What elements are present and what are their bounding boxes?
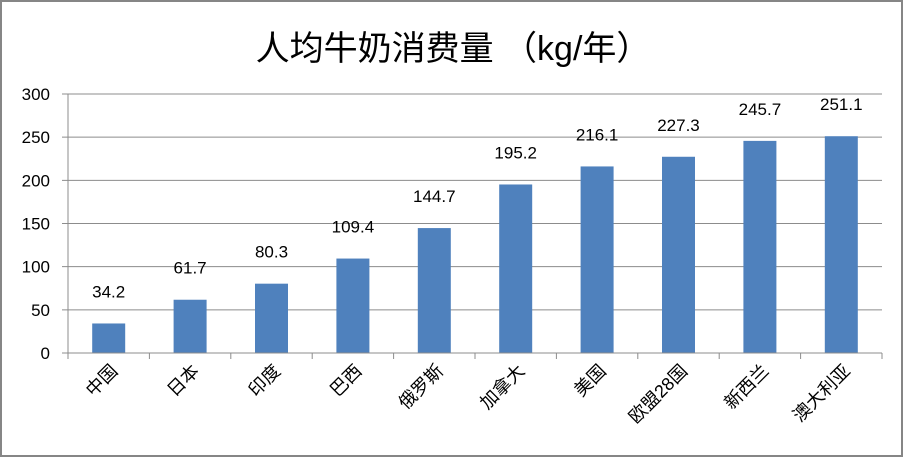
x-tick-label: 新西兰 — [720, 361, 772, 413]
x-tick-label: 美国 — [570, 361, 610, 401]
x-tick-label: 澳大利亚 — [789, 361, 854, 426]
y-tick-label: 100 — [22, 258, 50, 277]
x-tick-label: 中国 — [82, 361, 122, 401]
data-label: 227.3 — [657, 116, 700, 135]
data-label: 245.7 — [739, 100, 782, 119]
bar-6 — [580, 166, 614, 353]
x-tick-label: 加拿大 — [475, 360, 528, 413]
data-label: 195.2 — [494, 143, 537, 162]
data-label: 61.7 — [174, 259, 207, 278]
x-tick-label: 印度 — [245, 361, 285, 401]
x-tick-label: 欧盟28国 — [625, 361, 691, 427]
bar-1 — [173, 299, 207, 353]
bar-9 — [824, 136, 858, 353]
y-tick-label: 300 — [22, 85, 50, 104]
bar-3 — [336, 258, 370, 353]
x-tick-label: 俄罗斯 — [395, 361, 447, 413]
bar-4 — [417, 228, 451, 353]
y-tick-label: 150 — [22, 215, 50, 234]
y-tick-label: 250 — [22, 128, 50, 147]
data-label: 80.3 — [255, 243, 288, 262]
y-tick-label: 200 — [22, 171, 50, 190]
bar-5 — [499, 184, 533, 353]
bar-2 — [255, 283, 288, 353]
data-label: 34.2 — [92, 282, 125, 301]
x-tick-label: 日本 — [163, 361, 203, 401]
bar-8 — [743, 140, 777, 353]
y-tick-label: 50 — [31, 301, 50, 320]
x-tick-label: 巴西 — [326, 361, 366, 401]
data-label: 251.1 — [820, 95, 863, 114]
bar-0 — [92, 323, 126, 353]
data-label: 216.1 — [576, 125, 619, 144]
bar-7 — [662, 156, 695, 353]
data-label: 144.7 — [413, 187, 456, 206]
y-tick-label: 0 — [41, 344, 50, 363]
data-label: 109.4 — [332, 218, 375, 237]
chart-title: 人均牛奶消费量 （kg/年） — [256, 30, 651, 68]
